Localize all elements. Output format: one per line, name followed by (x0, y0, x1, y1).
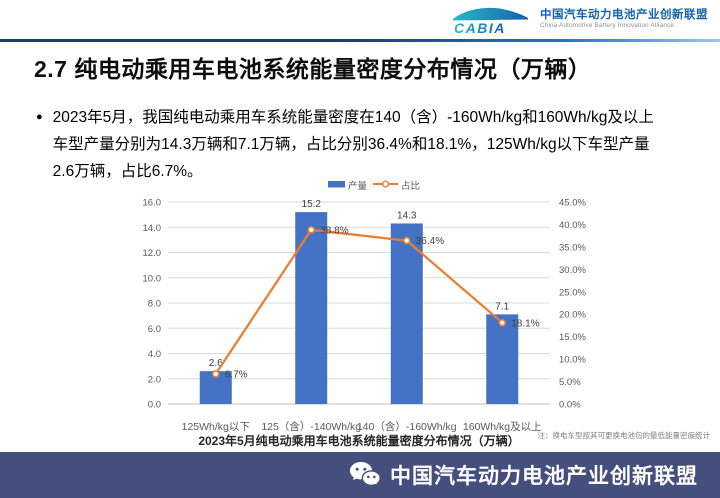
bar-3 (486, 314, 519, 404)
chart-title: 2023年5月纯电动乘用车电池系统能量密度分布情况（万辆） (198, 433, 519, 448)
left-axis-tick: 10.0 (143, 273, 162, 284)
bar-1 (295, 212, 328, 404)
right-axis-tick: 10.0% (559, 355, 586, 366)
ratio-value-label: 38.8% (320, 225, 348, 236)
legend-bar-swatch (328, 181, 345, 188)
right-axis-tick: 5.0% (559, 377, 581, 388)
bullet-line-2: 车型产量分别为14.3万辆和7.1万辆，占比分别36.4%和18.1%，125W… (52, 136, 650, 153)
left-axis-tick: 12.0 (143, 248, 162, 259)
category-label: 125Wh/kg以下 (182, 421, 250, 433)
org-name-block: 中国汽车动力电池产业创新联盟 China Automotive Battery … (540, 9, 708, 29)
legend-line-marker (381, 180, 389, 188)
bar-value-label: 14.3 (397, 210, 417, 221)
bar-2 (390, 223, 423, 404)
page-title: 2.7 纯电动乘用车电池系统能量密度分布情况（万辆） (34, 56, 592, 82)
ratio-line (214, 228, 503, 375)
right-axis-tick: 35.0% (559, 242, 586, 253)
cabia-logo-icon: CABIA (453, 7, 528, 36)
footer: 中国汽车动力电池产业创新联盟 (0, 452, 720, 498)
bar-value-label: 7.1 (495, 301, 509, 312)
left-axis-tick: 6.0 (148, 324, 161, 335)
ratio-marker (307, 226, 316, 234)
category-label: 140（含）-160Wh/kg (357, 420, 457, 433)
ratio-value-label: 18.1% (511, 318, 539, 329)
left-axis-tick: 0.0 (148, 400, 161, 411)
right-axis-tick: 25.0% (559, 287, 586, 298)
bar-value-label: 2.6 (209, 358, 223, 369)
energy-density-combo-chart: 0.0 2.0 4.0 6.0 8.0 10.0 12.0 14.0 16.0 0.0% 5.0% 1… (143, 180, 711, 448)
bullet-text: 2023年5月，我国纯电动乘用车系统能量密度在140（含）-160Wh/kg和1… (53, 104, 654, 185)
bullet-marker: ● (36, 111, 43, 123)
ratio-marker (211, 370, 220, 378)
right-axis-tick: 30.0% (559, 265, 586, 276)
left-axis-tick: 16.0 (143, 198, 162, 209)
svg-text:CABIA: CABIA (454, 20, 506, 36)
footer-org-name: 中国汽车动力电池产业创新联盟 (390, 465, 698, 488)
left-axis-tick: 8.0 (148, 299, 161, 310)
ratio-marker (498, 318, 507, 327)
left-axis-tick: 14.0 (143, 223, 162, 234)
bar-value-label: 15.2 (302, 199, 322, 210)
right-axis-tick: 0.0% (559, 400, 581, 411)
bullet-line-1: 2023年5月，我国纯电动乘用车系统能量密度在140（含）-160Wh/kg和1… (52, 109, 654, 126)
left-axis-tick: 4.0 (148, 349, 161, 360)
ratio-value-label: 6.7% (225, 369, 248, 380)
legend-bar-label: 产量 (348, 180, 368, 192)
right-axis-tick: 40.0% (559, 220, 586, 231)
ratio-value-label: 36.4% (416, 236, 444, 247)
left-axis-tick: 2.0 (148, 374, 161, 385)
right-axis-tick: 15.0% (559, 332, 586, 343)
category-label: 125（含）-140Wh/kg (261, 420, 361, 433)
wechat-icon (350, 462, 381, 488)
right-axis-tick: 20.0% (559, 310, 586, 321)
header: CABIA 中国汽车动力电池产业创新联盟 China Automotive Ba… (0, 0, 720, 39)
chart-note: 注：换电车型按其可更换电池包的最低能量密度统计 (538, 430, 711, 440)
header-divider (0, 39, 720, 42)
right-axis-tick: 45.0% (559, 198, 586, 209)
bullet-item: ● 2023年5月，我国纯电动乘用车系统能量密度在140（含）-160Wh/kg… (36, 104, 654, 185)
category-label: 160Wh/kg及以上 (463, 421, 542, 433)
legend-line-label: 占比 (401, 180, 420, 192)
org-name-en: China Automotive Battery Innovation Alli… (540, 22, 675, 30)
bullet-line-3: 2.6万辆，占比6.7%。 (52, 163, 203, 180)
org-name-zh: 中国汽车动力电池产业创新联盟 (540, 9, 708, 22)
ratio-marker (402, 236, 411, 245)
